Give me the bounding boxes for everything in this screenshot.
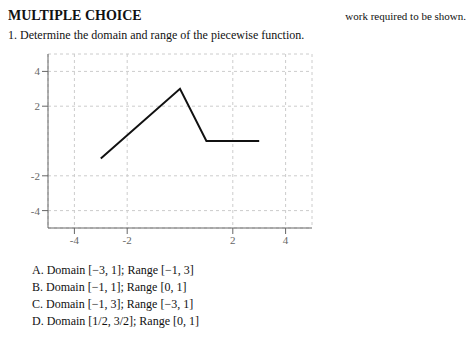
svg-text:-2: -2 [31, 170, 40, 182]
html-text:1. Determine the domain and ra: 1. Determine the domain and range of the… [8, 28, 305, 42]
html-text:MULTIPLE CHOICE: MULTIPLE CHOICE [8, 8, 142, 23]
svg-text:4: 4 [283, 234, 289, 246]
svg-text:4: 4 [35, 65, 41, 77]
svg-text:2: 2 [35, 100, 41, 112]
svg-text:-4: -4 [31, 205, 41, 217]
html-text:work required to be shown.: work required to be shown. [345, 10, 466, 22]
svg-text:-4: -4 [70, 234, 80, 246]
html-text:C. Domain [−1, 3]; Range [−3,: C. Domain [−1, 3]; Range [−3, 1] [32, 297, 194, 311]
html-text:A. Domain [−3, 1]; Range [−1,: A. Domain [−3, 1]; Range [−1, 3] [32, 263, 194, 277]
html-text:D. Domain [1/2, 3/2]; Range [0: D. Domain [1/2, 3/2]; Range [0, 1] [32, 314, 199, 328]
svg-text:-2: -2 [123, 234, 132, 246]
svg-text:2: 2 [230, 234, 236, 246]
html-text:B. Domain [−1, 1]; Range [0, 1: B. Domain [−1, 1]; Range [0, 1] [32, 280, 187, 294]
